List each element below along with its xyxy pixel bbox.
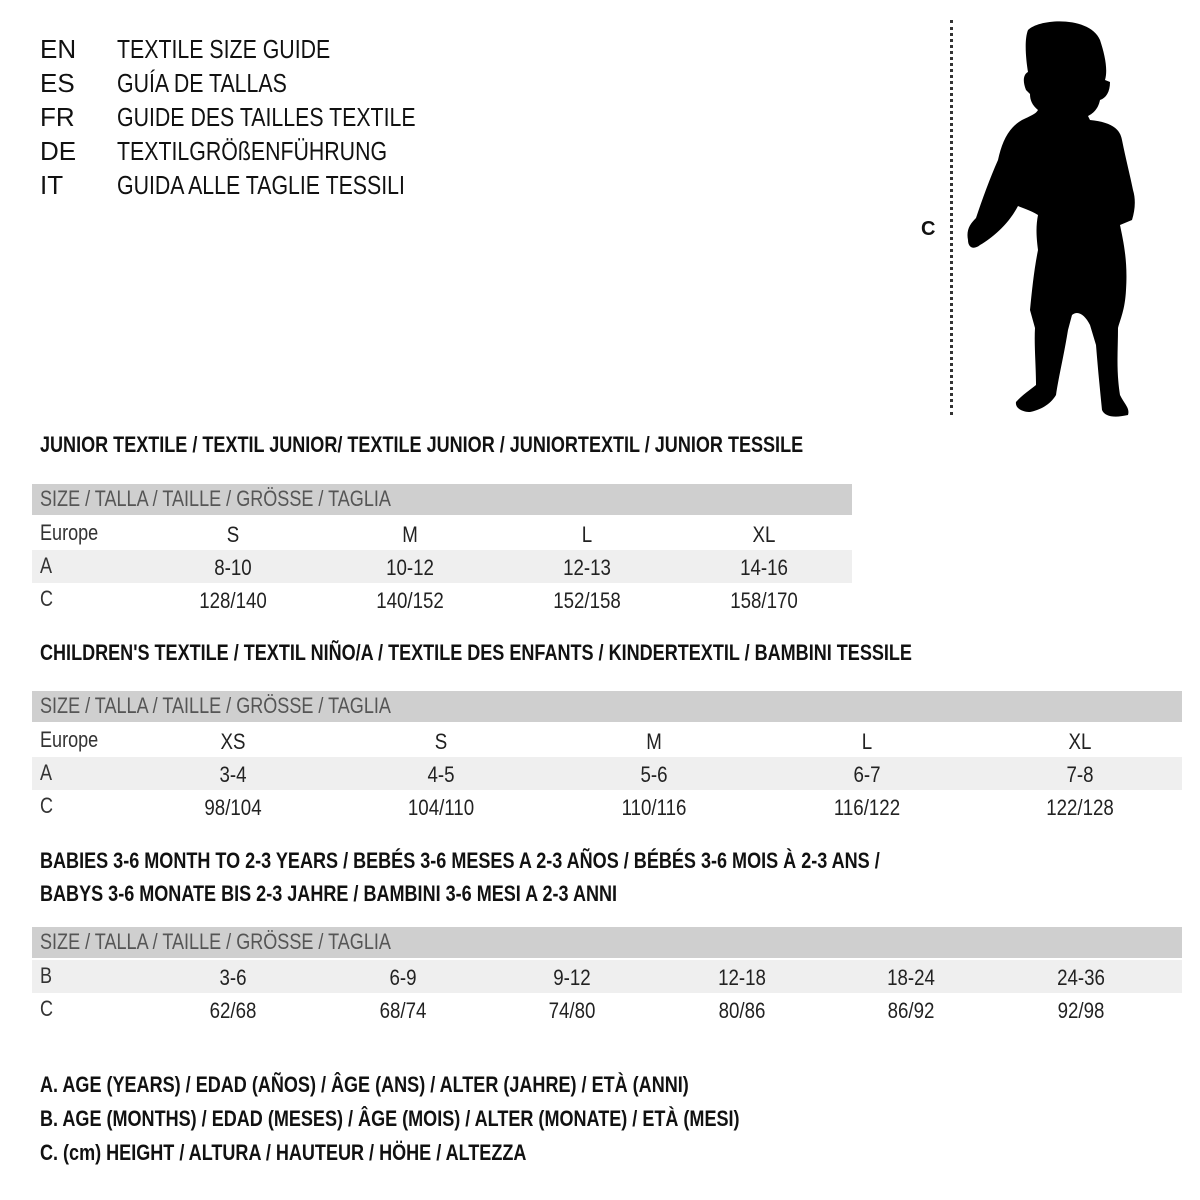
height-measure-line xyxy=(950,20,953,415)
lang-code: EN xyxy=(40,34,77,64)
section-heading: CHILDREN'S TEXTILE / TEXTIL NIÑO/A / TEX… xyxy=(40,640,1103,666)
section-heading: JUNIOR TEXTILE / TEXTIL JUNIOR/ TEXTILE … xyxy=(40,432,971,458)
table-cell: 4-5 xyxy=(427,762,455,787)
table-cell: 6-9 xyxy=(389,965,417,990)
title-block: EN TEXTILE SIZE GUIDE ES GUÍA DE TALLAS FR… xyxy=(40,32,481,202)
title-text: GUIDE DES TAILLES TEXTILE xyxy=(117,102,416,132)
table-cell: 104/110 xyxy=(407,795,475,820)
table-row: A 3-4 4-5 5-6 6-7 7-8 xyxy=(32,757,1182,790)
lang-code: ES xyxy=(40,68,75,98)
table-cell: 140/152 xyxy=(376,588,444,613)
table-cell: 7-8 xyxy=(1066,762,1094,787)
section-heading-text: BABYS 3-6 MONATE BIS 2-3 JAHRE / BAMBINI… xyxy=(40,881,618,906)
measure-label: C xyxy=(921,218,936,240)
title-text: TEXTILGRÖßENFÜHRUNG xyxy=(117,136,388,166)
legend-text: A. AGE (YEARS) / EDAD (AÑOS) / ÂGE (ANS)… xyxy=(40,1072,689,1097)
title-es: ES GUÍA DE TALLAS xyxy=(40,66,481,100)
legend-b: B. AGE (MONTHS) / EDAD (MESES) / ÂGE (MO… xyxy=(40,1106,893,1140)
table-cell: L xyxy=(581,522,593,547)
table-cell: 5-6 xyxy=(640,762,668,787)
title-de: DE TEXTILGRÖßENFÜHRUNG xyxy=(40,134,481,168)
title-en: EN TEXTILE SIZE GUIDE xyxy=(40,32,481,66)
table-cell: 12-13 xyxy=(563,555,611,580)
table-cell: 10-12 xyxy=(386,555,434,580)
section-heading: BABIES 3-6 MONTH TO 2-3 YEARS / BEBÉS 3-… xyxy=(40,848,1064,874)
table-cell: 158/170 xyxy=(730,588,798,613)
title-fr: FR GUIDE DES TAILLES TEXTILE xyxy=(40,100,481,134)
table-cell: 3-6 xyxy=(219,965,247,990)
table-cell: 86/92 xyxy=(887,998,935,1023)
table-row: C 128/140 140/152 152/158 158/170 xyxy=(32,583,852,616)
table-cell: L xyxy=(861,729,873,754)
title-text: GUIDA ALLE TAGLIE TESSILI xyxy=(117,170,405,200)
table-cell: 110/116 xyxy=(621,795,687,820)
legend-a: A. AGE (YEARS) / EDAD (AÑOS) / ÂGE (ANS)… xyxy=(40,1072,893,1106)
table-row: Europe XS S M L XL xyxy=(32,724,1182,757)
table-header-row: SIZE / TALLA / TAILLE / GRÖSSE / TAGLIA xyxy=(32,691,1182,722)
title-text: GUÍA DE TALLAS xyxy=(117,68,287,98)
size-table: SIZE / TALLA / TAILLE / GRÖSSE / TAGLIA B… xyxy=(32,927,1182,1026)
table-cell: 116/122 xyxy=(833,795,901,820)
table-cell: 6-7 xyxy=(853,762,881,787)
title-text: TEXTILE SIZE GUIDE xyxy=(117,34,331,64)
table-cell: S xyxy=(434,729,448,754)
table-cell: M xyxy=(646,729,662,754)
row-label: Europe xyxy=(40,520,99,545)
legend-text: C. (cm) HEIGHT / ALTURA / HAUTEUR / HÖHE… xyxy=(40,1140,527,1165)
size-table: SIZE / TALLA / TAILLE / GRÖSSE / TAGLIA E… xyxy=(32,484,852,616)
table-cell: 152/158 xyxy=(553,588,621,613)
legend: A. AGE (YEARS) / EDAD (AÑOS) / ÂGE (ANS)… xyxy=(40,1072,893,1174)
section-heading: BABYS 3-6 MONATE BIS 2-3 JAHRE / BAMBINI… xyxy=(40,881,744,907)
table-header-label: SIZE / TALLA / TAILLE / GRÖSSE / TAGLIA xyxy=(40,929,391,954)
table-header-label: SIZE / TALLA / TAILLE / GRÖSSE / TAGLIA xyxy=(40,486,391,511)
table-header-row: SIZE / TALLA / TAILLE / GRÖSSE / TAGLIA xyxy=(32,484,852,515)
lang-code: IT xyxy=(40,170,64,200)
row-label: C xyxy=(40,996,54,1021)
table-cell: 68/74 xyxy=(379,998,427,1023)
row-label: Europe xyxy=(40,727,99,752)
table-cell: 92/98 xyxy=(1057,998,1105,1023)
section-heading-text: BABIES 3-6 MONTH TO 2-3 YEARS / BEBÉS 3-… xyxy=(40,848,880,873)
table-cell: 80/86 xyxy=(718,998,766,1023)
height-figure: C xyxy=(900,10,1150,430)
table-header-row: SIZE / TALLA / TAILLE / GRÖSSE / TAGLIA xyxy=(32,927,1182,958)
legend-text: B. AGE (MONTHS) / EDAD (MESES) / ÂGE (MO… xyxy=(40,1106,740,1131)
table-row: C 62/68 68/74 74/80 80/86 86/92 92/98 xyxy=(32,993,1182,1026)
table-cell: 12-18 xyxy=(718,965,766,990)
table-cell: 128/140 xyxy=(199,588,267,613)
table-cell: XL xyxy=(752,522,776,547)
table-row: A 8-10 10-12 12-13 14-16 xyxy=(32,550,852,583)
table-cell: 122/128 xyxy=(1046,795,1114,820)
table-cell: 3-4 xyxy=(219,762,247,787)
table-row: Europe S M L XL xyxy=(32,517,852,550)
table-cell: 14-16 xyxy=(740,555,788,580)
row-label: C xyxy=(40,793,54,818)
table-cell: 8-10 xyxy=(214,555,252,580)
row-label: A xyxy=(40,760,53,785)
title-it: IT GUIDA ALLE TAGLIE TESSILI xyxy=(40,168,481,202)
table-cell: M xyxy=(402,522,418,547)
table-cell: XS xyxy=(220,729,246,754)
section-heading-text: CHILDREN'S TEXTILE / TEXTIL NIÑO/A / TEX… xyxy=(40,640,912,665)
section-heading-text: JUNIOR TEXTILE / TEXTIL JUNIOR/ TEXTILE … xyxy=(40,432,804,457)
row-label: B xyxy=(40,963,53,988)
table-cell: XL xyxy=(1068,729,1092,754)
size-table: SIZE / TALLA / TAILLE / GRÖSSE / TAGLIA E… xyxy=(32,691,1182,823)
child-silhouette-icon xyxy=(967,21,1135,417)
table-cell: S xyxy=(226,522,240,547)
table-cell: 18-24 xyxy=(887,965,935,990)
table-cell: 98/104 xyxy=(204,795,262,820)
table-cell: 74/80 xyxy=(548,998,596,1023)
row-label: A xyxy=(40,553,53,578)
table-cell: 62/68 xyxy=(209,998,257,1023)
table-row: C 98/104 104/110 110/116 116/122 122/128 xyxy=(32,790,1182,823)
lang-code: FR xyxy=(40,102,75,132)
legend-c: C. (cm) HEIGHT / ALTURA / HAUTEUR / HÖHE… xyxy=(40,1140,893,1174)
table-cell: 24-36 xyxy=(1057,965,1105,990)
table-row: B 3-6 6-9 9-12 12-18 18-24 24-36 xyxy=(32,960,1182,993)
row-label: C xyxy=(40,586,54,611)
table-cell: 9-12 xyxy=(553,965,591,990)
table-header-label: SIZE / TALLA / TAILLE / GRÖSSE / TAGLIA xyxy=(40,693,391,718)
lang-code: DE xyxy=(40,136,77,166)
